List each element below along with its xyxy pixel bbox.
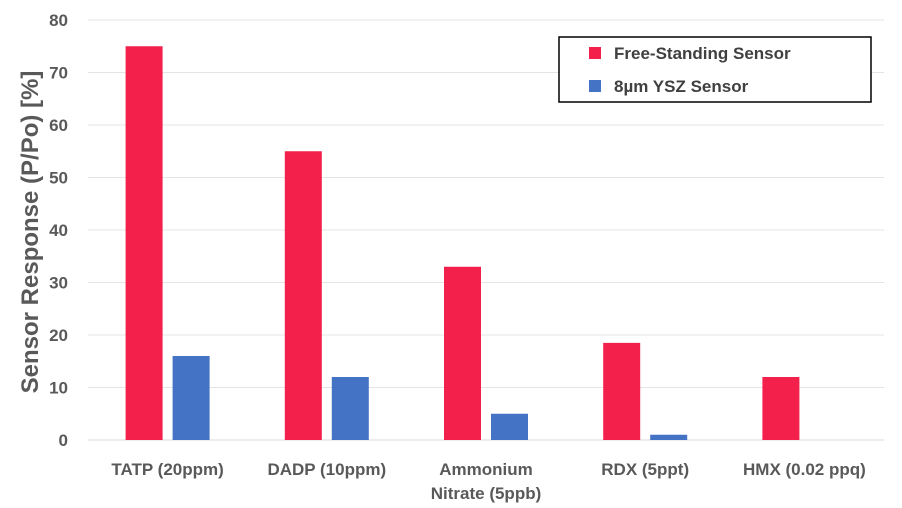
legend-swatch — [589, 80, 601, 92]
y-tick-label: 40 — [49, 221, 68, 240]
bar-ysz-1 — [331, 377, 369, 440]
y-tick-labels: 0 10 20 30 40 50 60 70 80 — [49, 11, 68, 450]
bar-ysz-2 — [491, 413, 528, 440]
bar-free-standing-0 — [125, 46, 163, 440]
y-tick-label: 30 — [49, 274, 68, 293]
legend-label: 8µm YSZ Sensor — [614, 77, 749, 96]
y-tick-label: 80 — [49, 11, 68, 30]
y-tick-label: 20 — [49, 326, 68, 345]
bar-free-standing-2 — [444, 266, 481, 440]
x-tick-label: Ammonium Nitrate (5ppb) — [431, 460, 542, 503]
bar-ysz-0 — [172, 356, 210, 440]
y-tick-label: 70 — [49, 64, 68, 83]
y-tick-label: 60 — [49, 116, 68, 135]
bar-ysz-3 — [650, 434, 688, 440]
x-tick-labels: TATP (20ppm) DADP (10ppm) Ammonium Nitrate … — [111, 460, 865, 503]
bar-free-standing-3 — [603, 342, 641, 440]
x-tick-label: DADP (10ppm) — [267, 460, 386, 479]
gridlines — [88, 19, 884, 441]
y-tick-label: 10 — [49, 379, 68, 398]
x-tick-label: TATP (20ppm) — [111, 460, 223, 479]
legend-label: Free-Standing Sensor — [614, 44, 791, 63]
x-tick-label: HMX (0.02 ppq) — [743, 460, 866, 479]
legend-box — [558, 36, 872, 103]
y-tick-label: 0 — [59, 431, 68, 450]
bar-free-standing-4 — [762, 377, 800, 440]
bars — [125, 46, 800, 440]
bar-free-standing-1 — [284, 151, 322, 440]
y-tick-label: 50 — [49, 169, 68, 188]
x-tick-label: RDX (5ppt) — [601, 460, 689, 479]
y-axis-label: Sensor Response (P/Po) [%] — [17, 71, 44, 394]
legend-swatch — [589, 47, 601, 59]
legend: Free-Standing Sensor 8µm YSZ Sensor — [558, 36, 872, 103]
